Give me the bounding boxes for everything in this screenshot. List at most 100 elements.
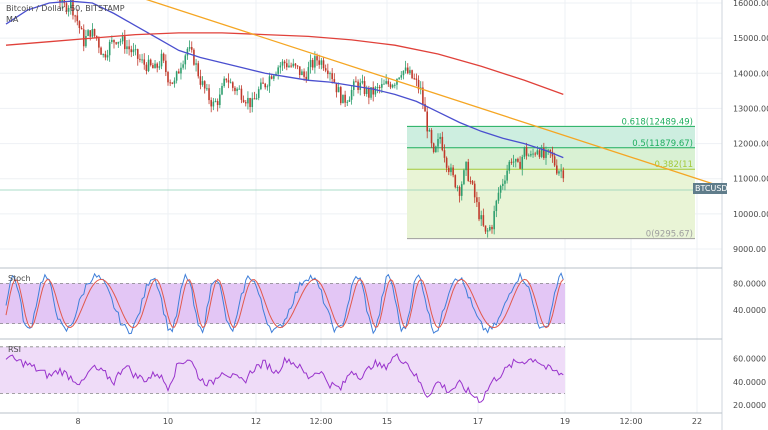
- candle-body: [147, 59, 150, 72]
- time-tick-label: 17: [473, 417, 483, 426]
- candle-body: [519, 161, 521, 169]
- candle-body: [478, 202, 480, 220]
- candle-body: [469, 180, 472, 182]
- candle-body: [558, 171, 560, 174]
- candle-body: [85, 36, 87, 47]
- candle-body: [82, 29, 85, 47]
- time-tick-label: 22: [692, 417, 702, 426]
- candle-body: [186, 48, 189, 56]
- candle-body: [102, 54, 104, 56]
- candle-body: [381, 84, 383, 88]
- candle-body: [154, 63, 156, 69]
- rsi-tick-label: 20.0000: [733, 401, 766, 410]
- candle-body: [413, 78, 416, 80]
- rsi-band: [0, 346, 565, 394]
- candle-body: [372, 87, 374, 95]
- candle-body: [460, 184, 463, 196]
- candle-body: [232, 82, 234, 88]
- ma-line-slow: [5, 32, 564, 96]
- rsi-line: [5, 353, 564, 404]
- candle-body: [441, 136, 444, 151]
- fib-level-label: 0.618(12489.49): [621, 117, 693, 127]
- candle-body: [132, 49, 135, 53]
- candle-body: [322, 60, 325, 69]
- candle-body: [277, 67, 279, 74]
- candle-body: [76, 15, 79, 22]
- candle-body: [549, 149, 552, 152]
- candle-body: [415, 78, 418, 80]
- candle-body: [437, 138, 439, 147]
- candle-body: [72, 0, 74, 16]
- candle-body: [530, 154, 532, 156]
- candle-body: [227, 80, 230, 83]
- fibonacci-tool[interactable]: 0.618(12489.49) 0.5(11879.67) 0.382(11 0(92…: [0, 117, 722, 240]
- candle-body: [504, 180, 506, 184]
- candle-body: [225, 78, 228, 81]
- candle-body: [370, 87, 372, 98]
- rsi-panel[interactable]: 60.0000 40.0000 20.0000: [0, 346, 766, 410]
- candle-body: [348, 99, 351, 102]
- candle-body: [409, 70, 411, 74]
- candle-body: [465, 161, 467, 171]
- candle-body: [452, 167, 454, 176]
- candle-body: [288, 65, 290, 68]
- candle-body: [240, 88, 243, 100]
- candle-body: [244, 102, 247, 104]
- candle-body: [270, 76, 273, 79]
- candle-body: [365, 88, 368, 95]
- stoch-tick-label: 40.0000: [733, 306, 766, 315]
- time-tick-label: 15: [382, 417, 392, 426]
- time-tick-label: 19: [560, 417, 570, 426]
- price-tick-label: 16000.00: [733, 0, 768, 8]
- candle-body: [523, 147, 526, 157]
- candle-body: [495, 200, 498, 212]
- fib-zone-618: [407, 126, 695, 148]
- candle-body: [229, 82, 232, 84]
- candle-body: [260, 82, 262, 90]
- candle-body: [292, 63, 295, 67]
- candle-body: [448, 167, 450, 173]
- candle-body: [443, 150, 446, 158]
- candle-body: [279, 65, 282, 68]
- candle-body: [296, 65, 299, 67]
- stoch-k-line: [5, 271, 564, 335]
- candle-body: [327, 70, 329, 75]
- candle-body: [556, 165, 558, 174]
- time-axis: 8 10 12 12:00 15 17 19 12:00 22: [75, 417, 702, 426]
- stoch-d-line: [5, 278, 564, 329]
- rsi-tick-label: 60.0000: [733, 355, 766, 364]
- candle-body: [119, 41, 122, 43]
- candle-body: [156, 63, 158, 68]
- candle-body: [383, 83, 385, 85]
- candle-body: [162, 53, 165, 61]
- candle-body: [80, 28, 83, 30]
- candle-body: [398, 77, 400, 79]
- candle-body: [108, 41, 111, 56]
- candle-body: [346, 101, 349, 103]
- candle-body: [70, 0, 72, 8]
- candle-body: [337, 87, 340, 93]
- candle-body: [335, 82, 338, 93]
- candle-body: [458, 187, 461, 196]
- candle-body: [307, 67, 310, 80]
- candle-body: [454, 175, 457, 188]
- candle-body: [167, 72, 169, 83]
- candle-body: [374, 87, 377, 95]
- candle-body: [536, 150, 539, 155]
- candle-body: [221, 85, 223, 95]
- candle-body: [502, 183, 504, 187]
- stoch-panel[interactable]: 80.0000 40.0000: [0, 271, 766, 335]
- ma-line-fast: [5, 0, 564, 159]
- candle-body: [89, 30, 92, 37]
- candle-body: [273, 75, 275, 79]
- candle-body: [309, 60, 312, 68]
- candle-body: [406, 67, 409, 74]
- trendline[interactable]: [6, 0, 720, 187]
- candle-body: [210, 100, 212, 107]
- price-tick-label: 11000.00: [733, 175, 768, 184]
- candle-body: [255, 98, 258, 100]
- candle-body: [540, 147, 543, 157]
- candle-body: [404, 67, 407, 71]
- candle-body: [394, 84, 396, 86]
